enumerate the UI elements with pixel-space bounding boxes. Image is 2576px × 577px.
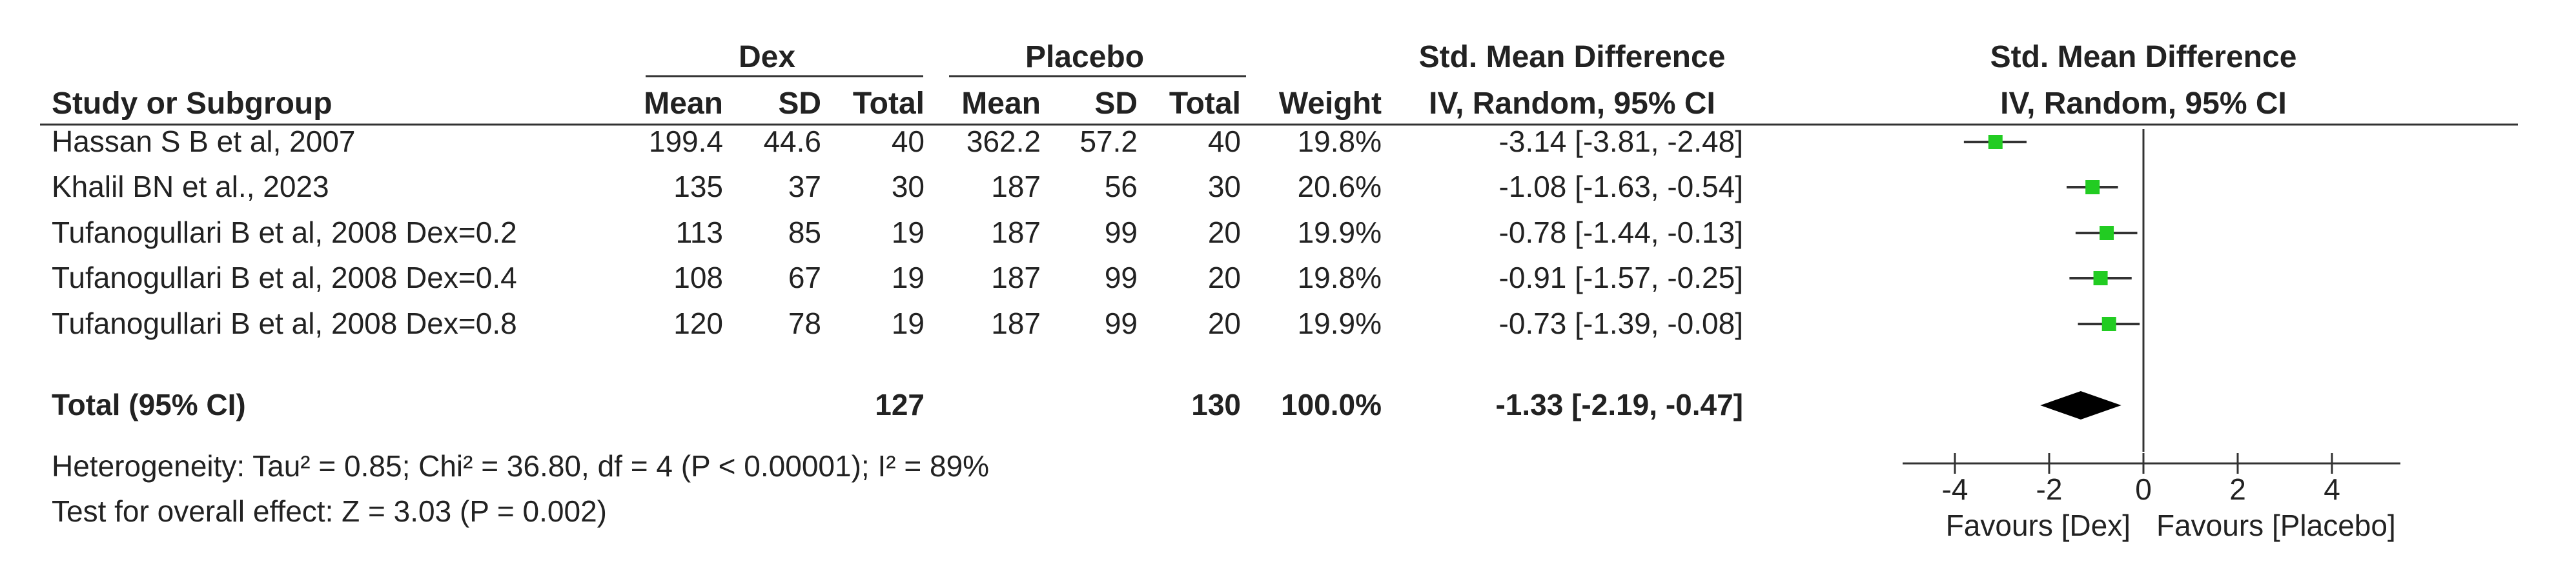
heterogeneity-text: Heterogeneity: Tau² = 0.85; Chi² = 36.80… — [52, 449, 989, 483]
study-rows: Hassan S B et al, 2007 199.4 44.6 40 362.2 57… — [52, 125, 1743, 421]
tick-label: 2 — [2229, 472, 2246, 506]
study-sd2-cell: 99 — [1105, 307, 1138, 340]
study-n2-cell: 20 — [1208, 261, 1241, 294]
study-name-cell: Tufanogullari B et al, 2008 Dex=0.8 — [52, 307, 517, 340]
tick-label: 0 — [2135, 472, 2152, 506]
study-name-cell: Tufanogullari B et al, 2008 Dex=0.4 — [52, 261, 517, 294]
plot-area: -4 -2 0 2 4 Favours [Dex] Favours [Placebo] — [1903, 129, 2400, 542]
study-ci-text-cell: -1.08 [-1.63, -0.54] — [1499, 170, 1743, 203]
study-sd1-cell: 67 — [788, 261, 821, 294]
study-n2-cell: 20 — [1208, 216, 1241, 249]
study-sd2-cell: 99 — [1105, 216, 1138, 249]
pooled-diamond — [2040, 391, 2121, 420]
tick-label: -4 — [1942, 472, 1968, 506]
study-m2-cell: 187 — [991, 261, 1041, 294]
total-weight-cell: 100.0% — [1281, 388, 1382, 421]
sd1-header: SD — [778, 86, 821, 121]
smd-method-left: IV, Random, 95% CI — [1429, 86, 1715, 121]
group1-header: Dex — [739, 40, 795, 74]
study-ci-text-cell: -0.78 [-1.44, -0.13] — [1499, 216, 1743, 249]
total-label-cell: Total (95% CI) — [52, 388, 246, 421]
study-name-cell: Hassan S B et al, 2007 — [52, 125, 356, 158]
study-weight-cell: 19.8% — [1298, 261, 1382, 294]
study-m1-cell: 199.4 — [649, 125, 723, 158]
study-weight-cell: 19.8% — [1298, 125, 1382, 158]
study-m1-cell: 108 — [673, 261, 723, 294]
total1-header: Total — [853, 86, 925, 121]
favours-left-label: Favours [Dex] — [1946, 509, 2131, 542]
total-ci-text-cell: -1.33 [-2.19, -0.47] — [1495, 388, 1743, 421]
tick-label: -2 — [2036, 472, 2063, 506]
study-sd1-cell: 85 — [788, 216, 821, 249]
study-weight-cell: 19.9% — [1298, 307, 1382, 340]
study-ci-text-cell: -0.91 [-1.57, -0.25] — [1499, 261, 1743, 294]
smd-method-right: IV, Random, 95% CI — [2000, 86, 2287, 121]
study-marker — [2085, 180, 2100, 194]
study-weight-cell: 20.6% — [1298, 170, 1382, 203]
study-sd2-cell: 99 — [1105, 261, 1138, 294]
total2-header: Total — [1169, 86, 1241, 121]
study-name-cell: Khalil BN et al., 2023 — [52, 170, 329, 203]
study-column-header: Study or Subgroup — [52, 86, 332, 121]
study-sd1-cell: 37 — [788, 170, 821, 203]
study-n2-cell: 30 — [1208, 170, 1241, 203]
smd-title-left: Std. Mean Difference — [1419, 40, 1726, 74]
study-ci-text-cell: -0.73 [-1.39, -0.08] — [1499, 307, 1743, 340]
study-sd2-cell: 57.2 — [1079, 125, 1138, 158]
study-m2-cell: 187 — [991, 216, 1041, 249]
study-m2-cell: 187 — [991, 170, 1041, 203]
study-sd1-cell: 44.6 — [763, 125, 821, 158]
favours-right-label: Favours [Placebo] — [2156, 509, 2396, 542]
study-marker — [2093, 271, 2108, 285]
group2-header: Placebo — [1025, 40, 1144, 74]
total-n1-cell: 127 — [875, 388, 925, 421]
study-n1-cell: 19 — [892, 216, 925, 249]
mean2-header: Mean — [961, 86, 1041, 121]
study-ci-text-cell: -3.14 [-3.81, -2.48] — [1499, 125, 1743, 158]
study-n2-cell: 20 — [1208, 307, 1241, 340]
study-m2-cell: 362.2 — [966, 125, 1041, 158]
study-m1-cell: 135 — [673, 170, 723, 203]
study-name-cell: Tufanogullari B et al, 2008 Dex=0.2 — [52, 216, 517, 249]
total-n2-cell: 130 — [1191, 388, 1241, 421]
sd2-header: SD — [1094, 86, 1138, 121]
study-m1-cell: 113 — [676, 216, 723, 249]
weight-header: Weight — [1279, 86, 1382, 121]
study-n1-cell: 19 — [892, 261, 925, 294]
overall-effect-text: Test for overall effect: Z = 3.03 (P = 0… — [52, 494, 607, 528]
tick-label: 4 — [2324, 472, 2340, 506]
study-m1-cell: 120 — [673, 307, 723, 340]
mean1-header: Mean — [644, 86, 723, 121]
study-n1-cell: 40 — [892, 125, 925, 158]
study-marker — [2101, 317, 2116, 331]
study-weight-cell: 19.9% — [1298, 216, 1382, 249]
study-sd1-cell: 78 — [788, 307, 821, 340]
study-marker — [2100, 226, 2114, 240]
study-sd2-cell: 56 — [1105, 170, 1138, 203]
study-n2-cell: 40 — [1208, 125, 1241, 158]
smd-title-right: Std. Mean Difference — [1990, 40, 2297, 74]
study-marker — [1988, 135, 2003, 149]
study-n1-cell: 19 — [892, 307, 925, 340]
study-m2-cell: 187 — [991, 307, 1041, 340]
study-n1-cell: 30 — [892, 170, 925, 203]
